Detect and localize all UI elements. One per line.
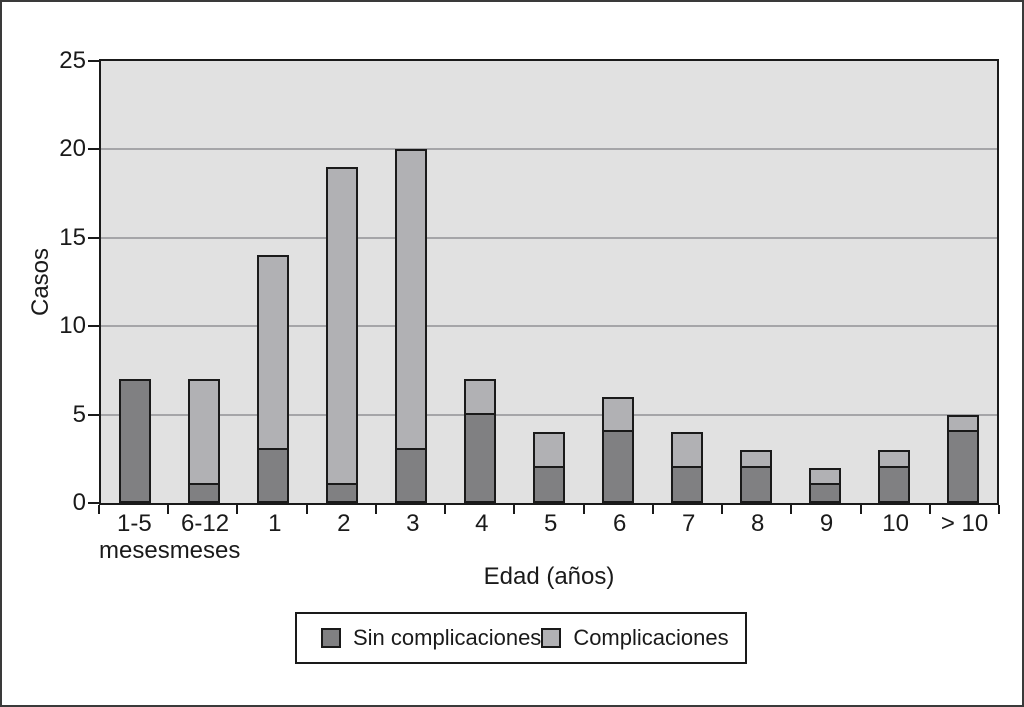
stacked-bar-> 10 (946, 415, 979, 503)
plot-area (99, 59, 999, 505)
y-tick-label-5: 5 (72, 401, 86, 428)
bar-slot-6 (583, 61, 652, 503)
y-tick-label-20: 20 (59, 135, 86, 162)
y-tick-10 (88, 325, 99, 327)
bar-segment-sin-complicaciones-3 (397, 448, 426, 501)
stacked-bar-1-5 meses (119, 379, 152, 503)
stacked-bar-7 (670, 432, 703, 503)
legend-entry-complicaciones: Complicaciones (541, 625, 729, 651)
stacked-bar-2 (326, 167, 359, 503)
bar-segment-sin-complicaciones-8 (741, 466, 770, 501)
stacked-bar-4 (464, 379, 497, 503)
x-label-7: 7 (681, 510, 696, 537)
x-tick-12 (929, 505, 931, 514)
x-label-2: 2 (337, 510, 351, 537)
bar-segment-sin-complicaciones-5 (534, 466, 563, 501)
y-tick-0 (88, 502, 99, 504)
bar-segment-sin-complicaciones-10 (879, 466, 908, 501)
bar-slot-7 (652, 61, 721, 503)
x-tick-3 (306, 505, 308, 514)
x-label-4: 4 (475, 510, 489, 537)
y-tick-label-10: 10 (59, 312, 86, 339)
bar-slot-4 (446, 61, 515, 503)
stacked-bar-1 (257, 255, 290, 503)
bar-segment-sin-complicaciones-9 (810, 483, 839, 501)
x-tick-7 (583, 505, 585, 514)
bar-slot-2 (308, 61, 377, 503)
gridline-10 (101, 325, 997, 328)
bar-slot-10 (859, 61, 928, 503)
bar-slot-> 10 (928, 61, 997, 503)
x-tick-11 (860, 505, 862, 514)
x-label-> 10: > 10 (940, 510, 989, 537)
bar-segment-sin-complicaciones-2 (328, 483, 357, 501)
x-tick-10 (790, 505, 792, 514)
x-tick-6 (513, 505, 515, 514)
legend-swatch-sin-complicaciones (321, 628, 341, 648)
gridline-20 (101, 148, 997, 151)
x-label-6: 6 (613, 510, 627, 537)
x-axis-title: Edad (años) (483, 563, 615, 590)
bar-slot-1-5 meses (101, 61, 170, 503)
gridline-15 (101, 236, 997, 239)
x-label-1: 1 (268, 510, 282, 537)
y-tick-label-25: 25 (59, 47, 86, 74)
stacked-bar-6-12 meses (188, 379, 221, 503)
bar-segment-sin-complicaciones-6 (603, 430, 632, 501)
bar-segment-sin-complicaciones-7 (672, 466, 701, 501)
bar-slot-3 (377, 61, 446, 503)
bar-slot-1 (239, 61, 308, 503)
x-tick-9 (721, 505, 723, 514)
y-tick-25 (88, 60, 99, 62)
legend-label-complicaciones: Complicaciones (573, 625, 729, 650)
legend-label-sin-complicaciones: Sin complicaciones (353, 625, 542, 650)
stacked-bar-6 (601, 397, 634, 503)
stacked-bar-8 (739, 450, 772, 503)
bar-slot-5 (515, 61, 584, 503)
x-tick-1 (167, 505, 169, 514)
x-tick-8 (652, 505, 654, 514)
gridline-5 (101, 413, 997, 416)
stacked-bar-3 (395, 149, 428, 503)
bar-slot-9 (790, 61, 859, 503)
y-tick-5 (88, 414, 99, 416)
bar-segment-sin-complicaciones-> 10 (948, 430, 977, 501)
bar-slot-6-12 meses (170, 61, 239, 503)
bar-segment-sin-complicaciones-4 (466, 413, 495, 501)
x-label-10: 10 (882, 510, 909, 537)
x-tick-2 (236, 505, 238, 514)
legend: Sin complicaciones Complicaciones (295, 612, 747, 664)
x-tick-5 (444, 505, 446, 514)
legend-entry-sin-complicaciones: Sin complicaciones (321, 625, 541, 651)
stacked-bar-5 (532, 432, 565, 503)
x-axis-labels: 1-5 meses 6-12 meses 1 2 3 4 5 6 7 8 9 10 > 10 (99, 510, 999, 564)
x-label-3: 3 (406, 510, 420, 537)
x-label-8: 8 (750, 510, 765, 537)
bar-segment-sin-complicaciones-6-12 meses (190, 483, 219, 501)
bar-slot-8 (721, 61, 790, 503)
y-axis-title: Casos (27, 247, 54, 317)
y-tick-15 (88, 237, 99, 239)
stacked-bar-10 (877, 450, 910, 503)
x-label-5: 5 (544, 510, 558, 537)
y-tick-label-15: 15 (59, 224, 86, 251)
stacked-bar-9 (808, 468, 841, 503)
x-tick-0 (98, 505, 100, 514)
x-label-6-12 meses: 6-12 meses (169, 510, 241, 564)
x-label-9: 9 (819, 510, 834, 537)
x-tick-13 (998, 505, 1000, 514)
y-tick-label-0: 0 (72, 489, 86, 516)
legend-swatch-complicaciones (541, 628, 562, 648)
y-tick-20 (88, 148, 99, 150)
x-label-1-5 meses: 1-5 meses (99, 510, 170, 564)
bars-layer (101, 61, 997, 503)
bar-segment-sin-complicaciones-1 (259, 448, 288, 501)
x-tick-4 (375, 505, 377, 514)
